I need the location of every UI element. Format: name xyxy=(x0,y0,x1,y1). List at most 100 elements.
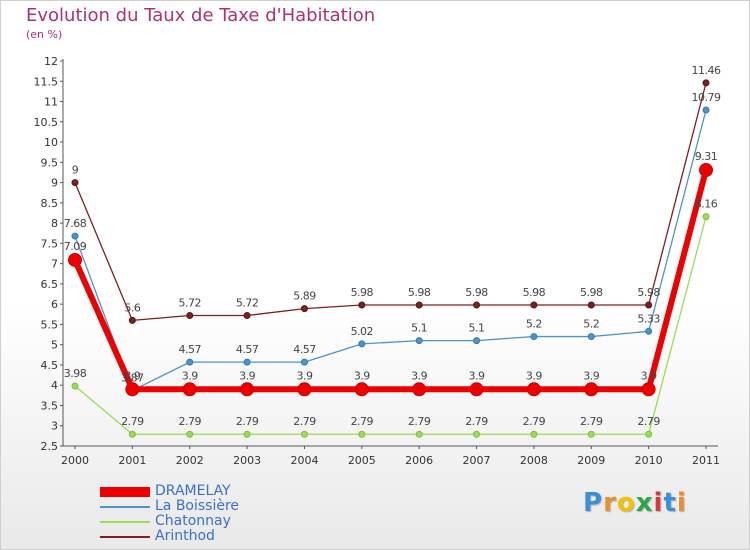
y-tick-label: 6 xyxy=(51,298,58,311)
x-tick-label: 2001 xyxy=(118,454,146,467)
y-tick-label: 9.5 xyxy=(41,156,59,169)
x-tick-label: 2002 xyxy=(176,454,204,467)
data-label: 5.33 xyxy=(637,312,660,325)
series-arinthod xyxy=(71,79,710,324)
data-point xyxy=(415,301,423,309)
legend-label: Chatonnay xyxy=(155,513,231,529)
data-label: 3.9 xyxy=(239,369,255,382)
legend-label: La Boissière xyxy=(155,498,240,514)
data-point xyxy=(526,382,541,397)
y-tick-label: 2.5 xyxy=(41,440,59,453)
x-tick-label: 2009 xyxy=(577,454,605,467)
data-label: 2.79 xyxy=(351,415,374,428)
legend-swatch xyxy=(100,521,150,523)
chart-subtitle: (en %) xyxy=(26,28,63,41)
data-label: 2.79 xyxy=(293,415,316,428)
y-tick-label: 6.5 xyxy=(41,278,59,291)
data-label: 8.16 xyxy=(695,198,718,211)
data-point xyxy=(243,312,251,320)
legend-entry: La Boissière xyxy=(100,498,300,515)
data-label: 3.9 xyxy=(354,369,370,382)
data-point xyxy=(300,305,308,313)
data-label: 2.79 xyxy=(178,415,201,428)
y-tick-label: 10 xyxy=(44,136,58,149)
proxiti-logo: Proxiti xyxy=(583,488,687,518)
y-tick-label: 4 xyxy=(51,379,58,392)
y-tick-label: 11.5 xyxy=(34,75,59,88)
logo-letter: i xyxy=(676,488,687,518)
data-point xyxy=(645,430,653,438)
data-point xyxy=(297,382,312,397)
y-tick-label: 3 xyxy=(51,420,58,433)
data-label: 2.79 xyxy=(121,415,144,428)
x-tick-label: 2005 xyxy=(348,454,376,467)
data-point xyxy=(71,179,79,187)
data-label: 2.79 xyxy=(465,415,488,428)
y-tick-label: 12 xyxy=(44,55,58,68)
data-point xyxy=(358,301,366,309)
data-label: 5.72 xyxy=(236,297,259,310)
logo-letter: i xyxy=(653,488,664,518)
logo-letter: o xyxy=(616,488,636,518)
data-label: 2.79 xyxy=(637,415,660,428)
legend-swatch xyxy=(100,506,150,508)
x-tick-label: 2004 xyxy=(290,454,318,467)
data-label: 2.79 xyxy=(580,415,603,428)
x-tick-label: 2008 xyxy=(520,454,548,467)
data-label: 9.31 xyxy=(695,150,718,163)
series-line xyxy=(72,169,709,393)
data-point xyxy=(473,337,481,345)
data-point xyxy=(587,430,595,438)
data-point xyxy=(128,430,136,438)
data-label: 5.98 xyxy=(637,286,660,299)
data-point xyxy=(186,430,194,438)
series-line xyxy=(74,109,707,392)
data-label: 2.79 xyxy=(408,415,431,428)
data-label: 5.2 xyxy=(526,318,542,331)
data-label: 5.98 xyxy=(408,286,431,299)
series-line xyxy=(74,216,707,435)
data-point xyxy=(354,382,369,397)
data-label: 10.79 xyxy=(692,91,721,104)
data-point xyxy=(186,312,194,320)
y-tick-label: 10.5 xyxy=(34,116,59,129)
data-point xyxy=(702,79,710,87)
x-tick-label: 2000 xyxy=(61,454,89,467)
series-line xyxy=(74,82,707,322)
data-label: 3.87 xyxy=(121,371,144,384)
data-label: 4.57 xyxy=(293,343,316,356)
y-tick-label: 8.5 xyxy=(41,197,59,210)
data-label: 7.09 xyxy=(64,240,87,253)
legend-label: Arinthod xyxy=(155,528,215,544)
logo-letter: x xyxy=(635,488,654,518)
data-point xyxy=(530,430,538,438)
y-tick-label: 7 xyxy=(51,258,58,271)
data-point xyxy=(243,358,251,366)
data-point xyxy=(243,430,251,438)
data-label: 7.68 xyxy=(64,217,87,230)
data-label: 3.9 xyxy=(526,369,542,382)
data-point xyxy=(641,382,656,397)
x-tick-label: 2006 xyxy=(405,454,433,467)
data-label: 5.98 xyxy=(465,286,488,299)
y-tick-label: 9 xyxy=(51,177,58,190)
x-tick-label: 2003 xyxy=(233,454,261,467)
data-label: 5.98 xyxy=(580,286,603,299)
logo-letter: P xyxy=(583,488,604,518)
data-point xyxy=(584,382,599,397)
data-label: 9 xyxy=(72,164,79,177)
data-point xyxy=(702,106,710,114)
data-label: 5.1 xyxy=(411,322,427,335)
data-label: 4.57 xyxy=(236,343,259,356)
data-point xyxy=(71,232,79,240)
data-label: 3.9 xyxy=(583,369,599,382)
x-tick-label: 2007 xyxy=(463,454,491,467)
data-point xyxy=(587,301,595,309)
x-tick-label: 2011 xyxy=(692,454,720,467)
series-dramelay xyxy=(68,163,713,397)
series-chatonnay xyxy=(71,213,710,438)
data-point xyxy=(128,316,136,324)
data-label: 3.9 xyxy=(182,369,198,382)
data-label: 3.9 xyxy=(641,369,657,382)
